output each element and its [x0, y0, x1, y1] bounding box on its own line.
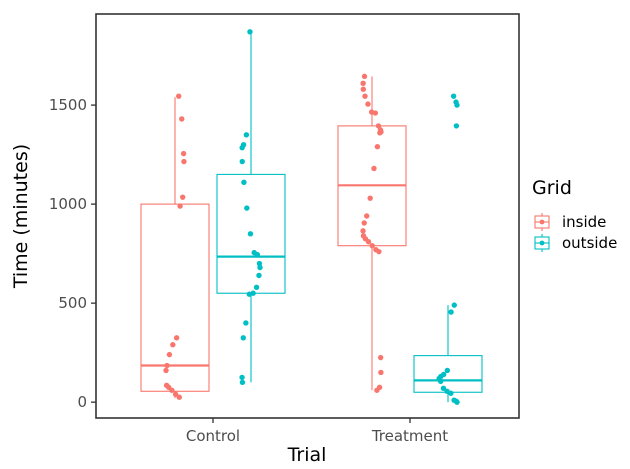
- data-point: [166, 351, 173, 358]
- data-point: [364, 213, 370, 219]
- data-point: [175, 93, 182, 99]
- data-point: [181, 158, 187, 165]
- data-point: [241, 179, 247, 186]
- data-point: [444, 367, 451, 374]
- data-point: [440, 385, 447, 391]
- legend-title: Grid: [532, 177, 572, 199]
- data-point: [176, 394, 182, 400]
- legend-key-inside: [534, 213, 550, 231]
- legend-label-inside: inside: [562, 213, 606, 231]
- data-point: [448, 309, 454, 315]
- data-point: [437, 378, 444, 385]
- data-point: [173, 335, 180, 341]
- data-point: [362, 93, 368, 99]
- data-point: [247, 231, 254, 237]
- x-axis-title: Trial: [287, 444, 327, 466]
- data-point: [360, 80, 366, 87]
- data-point: [376, 248, 382, 255]
- legend: Grid inside outside: [532, 177, 617, 252]
- data-point: [454, 102, 460, 108]
- data-point: [179, 116, 185, 122]
- points-outside-control: [239, 29, 263, 386]
- data-point: [239, 374, 245, 381]
- data-point: [361, 220, 367, 226]
- data-point: [164, 362, 170, 369]
- data-point: [448, 390, 454, 396]
- data-point: [239, 158, 245, 165]
- plot-panel-border: [95, 13, 520, 419]
- legend-key-dot: [539, 219, 545, 225]
- data-point: [360, 228, 366, 234]
- box-outside-treatment: [413, 305, 483, 403]
- data-point: [367, 195, 373, 201]
- data-point: [239, 144, 245, 151]
- y-tick-label: 0: [77, 393, 87, 411]
- box-iqr: [140, 203, 210, 392]
- data-point: [451, 302, 457, 308]
- data-point: [243, 320, 249, 326]
- data-point: [243, 132, 250, 138]
- points-inside-control: [163, 93, 187, 400]
- points-outside-treatment: [436, 93, 460, 405]
- data-point: [180, 150, 187, 157]
- y-tick-label: 1500: [49, 96, 87, 114]
- points-inside-treatment: [360, 73, 384, 393]
- data-point: [169, 387, 175, 393]
- y-tick-label: 1000: [49, 195, 87, 213]
- data-point: [377, 354, 384, 361]
- data-point: [244, 205, 250, 211]
- data-point: [369, 243, 375, 249]
- legend-label-outside: outside: [562, 234, 617, 252]
- data-point: [372, 110, 379, 116]
- x-axis: Control Treatment: [186, 418, 448, 445]
- data-point: [172, 391, 179, 397]
- data-point: [361, 73, 368, 80]
- data-point: [170, 342, 176, 348]
- data-point: [371, 165, 377, 172]
- y-axis-title: Time (minutes): [10, 144, 32, 289]
- data-point: [254, 251, 261, 258]
- data-point: [253, 284, 260, 290]
- data-point: [360, 86, 366, 92]
- x-tick-label: Control: [186, 427, 240, 445]
- points-layer: [163, 29, 460, 405]
- data-point: [163, 367, 169, 374]
- data-point: [179, 194, 186, 200]
- legend-key-outside: [534, 234, 550, 252]
- data-point: [246, 291, 253, 297]
- x-tick-label: Treatment: [371, 427, 448, 445]
- data-point: [247, 29, 253, 35]
- data-point: [239, 379, 246, 386]
- data-point: [378, 369, 384, 376]
- legend-key-dot: [539, 240, 545, 246]
- box-iqr: [413, 355, 483, 393]
- data-point: [377, 130, 383, 136]
- y-axis: 0 500 1000 1500: [49, 96, 96, 411]
- data-point: [365, 239, 372, 245]
- data-point: [454, 399, 460, 405]
- box-inside-control: [140, 97, 210, 399]
- data-point: [256, 260, 263, 267]
- data-point: [257, 264, 263, 271]
- data-point: [453, 123, 460, 129]
- data-point: [177, 203, 183, 209]
- data-point: [365, 101, 371, 107]
- data-point: [374, 143, 381, 150]
- data-point: [450, 93, 457, 99]
- y-tick-label: 500: [58, 294, 87, 312]
- data-point: [374, 387, 380, 393]
- data-point: [256, 272, 262, 279]
- data-point: [240, 335, 246, 341]
